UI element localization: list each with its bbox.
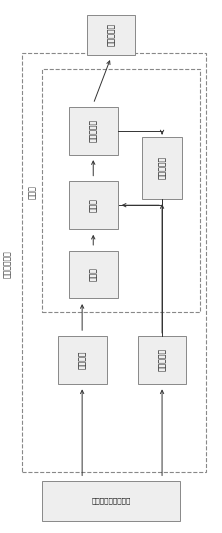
Bar — [58, 336, 107, 384]
Text: 低通滤波器: 低通滤波器 — [107, 23, 115, 46]
Bar — [142, 137, 182, 198]
Text: 放大电路: 放大电路 — [78, 351, 87, 369]
Text: 锁相环: 锁相环 — [28, 185, 37, 199]
Text: 可变分频器: 可变分频器 — [158, 156, 166, 180]
Bar — [69, 181, 118, 229]
Bar — [22, 53, 206, 472]
Bar — [42, 69, 200, 312]
Text: 环路滤波器: 环路滤波器 — [89, 119, 98, 142]
Bar — [87, 14, 135, 54]
Bar — [69, 251, 118, 298]
Text: 分频器: 分频器 — [89, 268, 98, 281]
Text: 内阳监测单元: 内阳监测单元 — [3, 250, 12, 278]
Text: 电控系统控制器系统: 电控系统控制器系统 — [91, 498, 131, 504]
Bar — [138, 336, 186, 384]
Text: 信号发生器: 信号发生器 — [158, 348, 166, 372]
Bar — [69, 107, 118, 155]
Text: 鉴相器: 鉴相器 — [89, 198, 98, 212]
Bar — [42, 481, 180, 521]
